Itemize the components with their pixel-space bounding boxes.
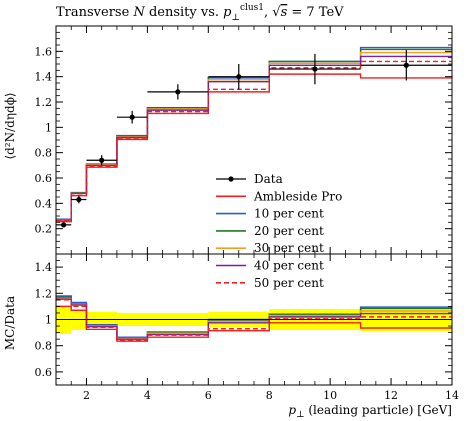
y-tick-label: 0.4	[35, 197, 53, 210]
legend-label-ambleside-pro: Ambleside Pro	[253, 189, 342, 203]
x-tick-label: 8	[266, 389, 273, 402]
y-tick-label: 1.6	[35, 45, 53, 58]
data-point	[403, 62, 409, 68]
legend-marker-data	[228, 176, 234, 182]
y-tick-label: 0.6	[35, 172, 53, 185]
legend-label-30-per-cent: 30 per cent	[254, 241, 324, 255]
x-tick-label: 4	[144, 389, 151, 402]
legend-label-50-per-cent: 50 per cent	[254, 276, 324, 290]
legend-label-20-per-cent: 20 per cent	[254, 224, 324, 238]
y-tick-label: 0.2	[35, 223, 53, 236]
x-tick-label: 10	[323, 389, 337, 402]
legend-label-10-per-cent: 10 per cent	[254, 207, 324, 221]
ratio-y-tick-label: 0.6	[35, 366, 53, 379]
y-tick-label: 0.8	[35, 147, 53, 160]
legend-label-40-per-cent: 40 per cent	[254, 259, 324, 273]
x-axis-label: p⊥ (leading particle) [GeV]	[288, 403, 452, 420]
ratio-series-group	[56, 295, 452, 342]
main-y-axis-label: ⟨d²N/dηdϕ⟩	[3, 92, 17, 159]
legend-label-data: Data	[254, 172, 283, 186]
y-tick-label: 1	[45, 121, 52, 134]
ratio-y-axis-label: MC/Data	[3, 296, 17, 350]
y-tick-label: 1.2	[35, 96, 53, 109]
data-point	[61, 222, 67, 228]
data-point	[129, 114, 135, 120]
x-tick-label: 12	[384, 389, 398, 402]
x-tick-label: 2	[83, 389, 90, 402]
data-point	[175, 89, 181, 95]
x-tick-label: 14	[445, 389, 459, 402]
data-point	[236, 74, 242, 80]
ratio-y-tick-label: 1	[45, 314, 52, 327]
y-tick-label: 1.4	[35, 71, 53, 84]
axis-ticks: 2 4 6 8 10 12 14 0.2 0.4 0.6 0.8 1 1.2 1.4 1.6 0.6 0.8 1 1…	[35, 26, 459, 402]
data-points-group	[56, 50, 452, 228]
ratio-line-40-per-cent	[56, 298, 452, 340]
chart-title: Transverse N density vs. p⊥clus1, √s = 7…	[56, 3, 344, 23]
ratio-y-tick-label: 0.8	[35, 340, 53, 353]
data-point	[99, 157, 105, 163]
data-point	[76, 196, 82, 203]
ratio-y-tick-label: 1.2	[35, 287, 53, 300]
x-tick-label: 6	[205, 389, 212, 402]
ratio-y-tick-label: 1.4	[35, 261, 53, 274]
legend: Data Ambleside Pro 10 per cent 20 per cent 3…	[216, 172, 342, 290]
data-point	[312, 66, 318, 72]
